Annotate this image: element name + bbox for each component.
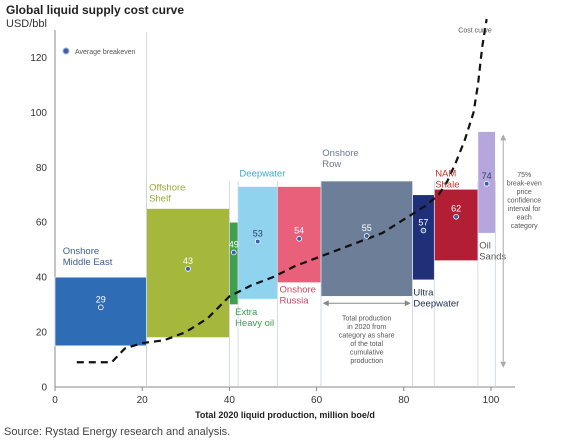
category-label: Onshore Middle East xyxy=(63,246,113,268)
breakeven-marker xyxy=(185,266,191,272)
interval-arrow-head-bottom xyxy=(500,361,507,368)
segment-bar xyxy=(146,208,230,338)
breakeven-marker xyxy=(453,213,459,220)
segment-bar xyxy=(434,188,479,261)
breakeven-marker xyxy=(230,249,237,256)
legend-breakeven-label: Average breakeven xyxy=(75,49,136,56)
category-label: Deepwater xyxy=(239,168,285,179)
width-arrow-head-left xyxy=(322,300,329,307)
breakeven-value-label: 29 xyxy=(96,294,106,304)
breakeven-value-label: 74 xyxy=(482,171,492,181)
segment-bar xyxy=(277,186,322,283)
source-note: Source: Rystad Energy research and analy… xyxy=(4,426,231,438)
category-label: Ultra Deepwater xyxy=(413,288,459,310)
x-tick-label: 80 xyxy=(398,395,410,406)
x-tick-label: 0 xyxy=(52,395,58,406)
x-tick-label: 100 xyxy=(483,395,500,406)
breakeven-value-label: 57 xyxy=(418,217,428,227)
category-label: Oil Sands xyxy=(479,241,506,263)
breakeven-value-label: 49 xyxy=(229,239,239,249)
y-tick-label: 40 xyxy=(36,273,48,284)
breakeven-marker xyxy=(420,227,427,234)
width-annotation: Total production in 2020 from category as … xyxy=(339,315,395,365)
breakeven-value-label: 62 xyxy=(451,204,461,214)
category-label: Offshore Shelf xyxy=(149,183,185,205)
y-axis-unit: USD/bbl xyxy=(6,18,47,30)
chart-title: Global liquid supply cost curve xyxy=(6,3,185,17)
y-tick-label: 20 xyxy=(36,328,48,339)
breakeven-value-label: 53 xyxy=(253,228,263,238)
interval-annotation: 75% break-even price confidence interval for… xyxy=(507,172,542,230)
x-tick-label: 40 xyxy=(224,395,236,406)
breakeven-marker xyxy=(97,304,104,311)
x-tick-label: 60 xyxy=(311,395,323,406)
category-label: Extra Heavy oil xyxy=(235,307,274,329)
y-tick-label: 60 xyxy=(36,218,48,229)
width-arrow-head-right xyxy=(404,300,411,307)
category-label: Onshore Russia xyxy=(280,285,316,307)
breakeven-value-label: 54 xyxy=(294,226,304,236)
x-axis-label: Total 2020 liquid production, million bo… xyxy=(195,410,375,420)
legend-breakeven-marker xyxy=(62,47,70,55)
category-label: NAM Shale xyxy=(435,168,459,190)
breakeven-value-label: 55 xyxy=(362,223,372,233)
y-tick-label: 120 xyxy=(30,53,47,64)
interval-arrow-head-top xyxy=(500,134,507,141)
y-tick-label: 0 xyxy=(41,383,47,394)
segment-bar xyxy=(54,276,147,347)
category-label: Onshore Row xyxy=(322,148,358,170)
x-tick-label: 20 xyxy=(137,395,149,406)
breakeven-marker xyxy=(363,233,370,239)
breakeven-marker xyxy=(296,235,302,242)
y-tick-label: 80 xyxy=(36,163,48,174)
cost-curve-line xyxy=(76,18,488,364)
cost-curve-label: Cost curve xyxy=(458,28,492,35)
breakeven-value-label: 43 xyxy=(183,256,193,266)
y-tick-label: 100 xyxy=(30,108,47,119)
breakeven-marker xyxy=(483,180,490,187)
breakeven-marker xyxy=(254,238,261,245)
